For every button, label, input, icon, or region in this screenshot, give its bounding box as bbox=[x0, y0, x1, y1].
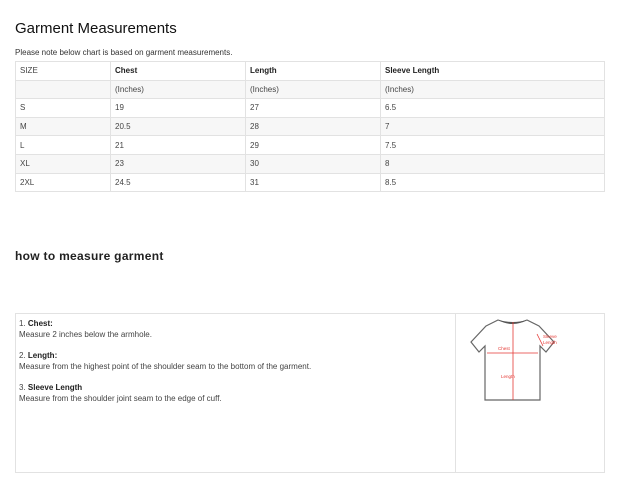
sleeve-label-2: Length bbox=[543, 340, 557, 345]
instruction-sleeve: 3. Sleeve Length bbox=[19, 382, 452, 393]
chest-cell: 21 bbox=[110, 135, 246, 155]
size-cell: S bbox=[15, 98, 111, 118]
header-sleeve: Sleeve Length bbox=[380, 61, 605, 81]
chest-cell: 19 bbox=[110, 98, 246, 118]
sleeve-cell: 8.5 bbox=[380, 172, 605, 193]
chart-note: Please note below chart is based on garm… bbox=[15, 48, 233, 57]
page-title: Garment Measurements bbox=[15, 20, 177, 37]
size-table: SIZE Chest Length Sleeve Length (Inches)… bbox=[15, 61, 605, 193]
table-row: 2XL 24.5 31 8.5 bbox=[15, 172, 605, 193]
item-label: Chest: bbox=[27, 319, 53, 328]
size-cell: XL bbox=[15, 153, 111, 174]
sleeve-cell: 8 bbox=[380, 153, 605, 174]
size-cell: 2XL bbox=[15, 172, 111, 193]
table-header-row: SIZE Chest Length Sleeve Length bbox=[15, 61, 605, 81]
sleeve-cell: 6.5 bbox=[380, 98, 605, 118]
unit-cell bbox=[15, 79, 111, 100]
instruction-chest: 1. Chest: bbox=[19, 318, 452, 329]
item-desc: Measure from the shoulder joint seam to … bbox=[19, 394, 222, 403]
length-label: Length bbox=[501, 374, 515, 379]
howto-title: how to measure garment bbox=[15, 249, 164, 263]
length-cell: 29 bbox=[245, 135, 381, 155]
unit-cell: (Inches) bbox=[245, 79, 381, 100]
table-row: S 19 27 6.5 bbox=[15, 98, 605, 118]
size-cell: M bbox=[15, 116, 111, 137]
tshirt-diagram: Chest Length Sleeve Length bbox=[456, 314, 604, 472]
chest-cell: 20.5 bbox=[110, 116, 246, 137]
table-row: L 21 29 7.5 bbox=[15, 135, 605, 155]
unit-cell: (Inches) bbox=[380, 79, 605, 100]
item-number: 2. bbox=[19, 351, 26, 360]
item-number: 3. bbox=[19, 383, 26, 392]
header-length: Length bbox=[245, 61, 381, 81]
chest-cell: 23 bbox=[110, 153, 246, 174]
length-cell: 31 bbox=[245, 172, 381, 193]
length-cell: 30 bbox=[245, 153, 381, 174]
length-cell: 27 bbox=[245, 98, 381, 118]
units-row: (Inches) (Inches) (Inches) bbox=[15, 79, 605, 100]
table-row: XL 23 30 8 bbox=[15, 153, 605, 174]
unit-cell: (Inches) bbox=[110, 79, 246, 100]
item-label: Length: bbox=[27, 351, 58, 360]
instruction-length: 2. Length: bbox=[19, 350, 452, 361]
sleeve-label-1: Sleeve bbox=[543, 334, 557, 339]
header-chest: Chest bbox=[110, 61, 246, 81]
header-size: SIZE bbox=[15, 61, 111, 81]
sleeve-cell: 7 bbox=[380, 116, 605, 137]
chest-label: Chest bbox=[498, 346, 511, 351]
length-cell: 28 bbox=[245, 116, 381, 137]
item-desc: Measure 2 inches below the armhole. bbox=[19, 330, 152, 339]
table-row: M 20.5 28 7 bbox=[15, 116, 605, 137]
howto-box: 1. Chest: Measure 2 inches below the arm… bbox=[15, 313, 605, 473]
item-label: Sleeve Length bbox=[27, 383, 83, 392]
item-number: 1. bbox=[19, 319, 26, 328]
chest-cell: 24.5 bbox=[110, 172, 246, 193]
sleeve-cell: 7.5 bbox=[380, 135, 605, 155]
instructions: 1. Chest: Measure 2 inches below the arm… bbox=[16, 314, 456, 472]
item-desc: Measure from the highest point of the sh… bbox=[19, 362, 312, 371]
size-cell: L bbox=[15, 135, 111, 155]
tshirt-icon: Chest Length Sleeve Length bbox=[470, 319, 557, 401]
